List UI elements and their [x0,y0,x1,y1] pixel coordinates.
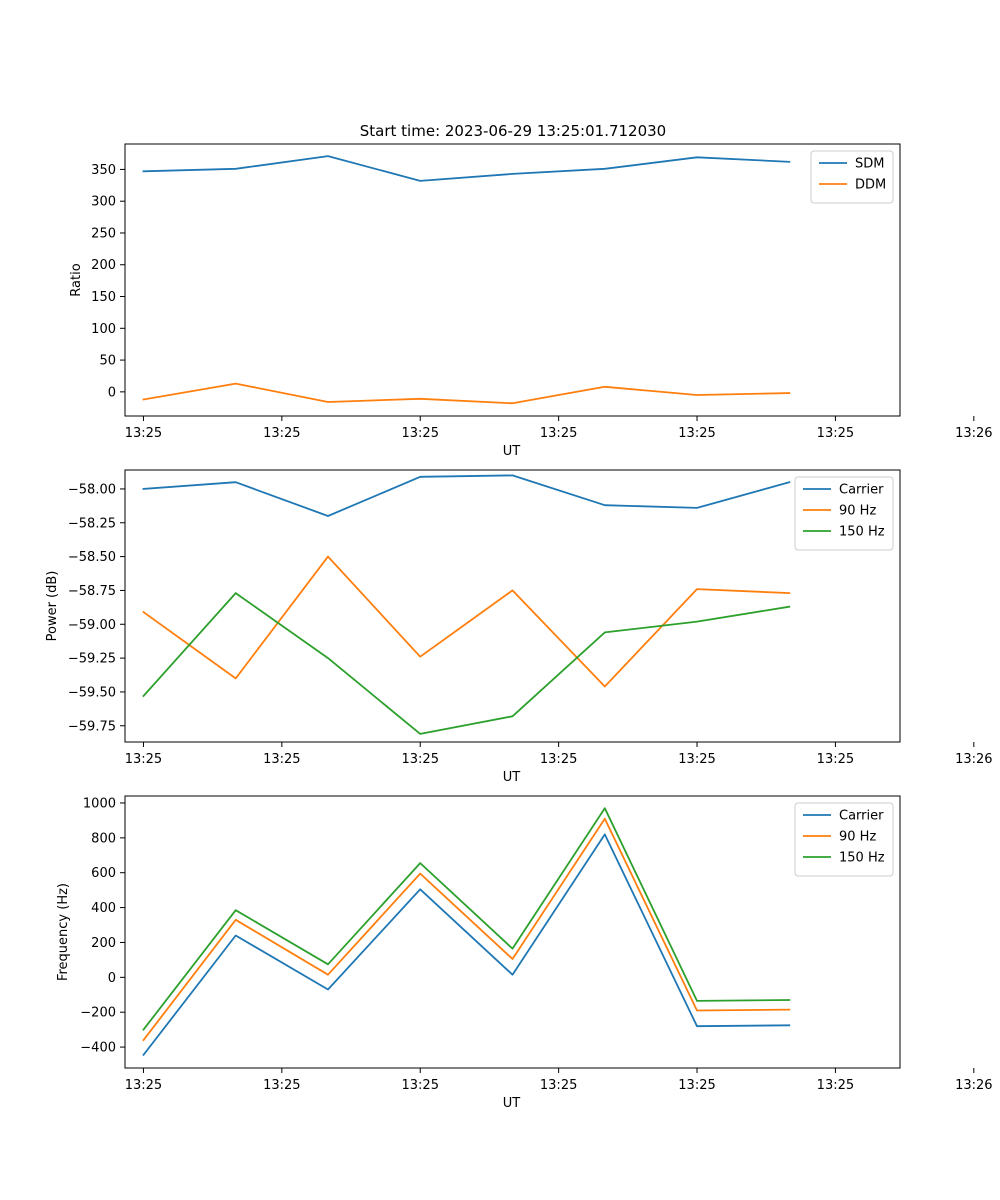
plots: 13:25 13:25 13:25 13:25 13:25 13:25 13:26 0 50 10… [45,143,993,1111]
legend-entry: Carrier [839,483,884,498]
x-tick-label: 13:25 [540,426,577,441]
y-tick-label: 350 [91,163,116,178]
x-tick-label: 13:25 [402,1078,439,1093]
y-tick-label: −58.25 [68,516,116,531]
y-tick-label: −400 [80,1041,116,1056]
y-tick-label: −59.25 [68,652,116,667]
y-tick-label: 250 [91,226,116,241]
y-tick-label: 1000 [83,796,116,811]
x-tick-label: 13:25 [678,1078,715,1093]
x-tick-label: 13:25 [125,752,162,767]
legend-entry: Carrier [839,809,884,824]
x-axis-label: UT [503,444,521,459]
y-tick-label: 100 [91,322,116,337]
x-tick-label: 13:25 [540,752,577,767]
x-tick-label: 13:25 [402,752,439,767]
y-tick-label: −59.00 [68,618,116,633]
x-tick-label: 13:25 [263,1078,300,1093]
legend-entry: 90 Hz [839,830,876,845]
y-tick-label: 150 [91,290,116,305]
legend-entry: SDM [855,157,884,172]
axes-frame [124,143,901,417]
x-axis-label: UT [503,770,521,785]
axes-frame [124,469,901,743]
y-axis-label: Frequency (Hz) [56,883,71,981]
x-axis-label: UT [503,1096,521,1111]
series-line-carrier [142,833,791,1057]
series-line-sdm [142,155,791,182]
y-tick-label: 800 [91,831,116,846]
axes-frame [124,795,901,1069]
legend-box [810,150,894,204]
y-axis-label: Ratio [69,263,84,296]
series-line-90-hz [142,817,791,1042]
x-tick-label: 13:26 [955,426,992,441]
legend: Carrier 90 Hz 150 Hz [794,802,894,877]
y-tick-label: 200 [91,258,116,273]
y-axis-label: Power (dB) [45,571,60,642]
y-tick-label: 300 [91,195,116,210]
series-line-ddm [142,382,791,405]
legend-entry: 150 Hz [839,851,885,866]
y-tick-label: 400 [91,901,116,916]
legend-entry: 150 Hz [839,525,885,540]
x-tick-label: 13:25 [402,426,439,441]
legend-entry: DDM [855,178,886,193]
chart-panel-2: 13:25 13:25 13:25 13:25 13:25 13:25 13:26 −59.7… [45,469,993,785]
x-tick-label: 13:25 [125,1078,162,1093]
y-tick-label: 200 [91,936,116,951]
legend: Carrier 90 Hz 150 Hz [794,476,894,551]
x-tick-label: 13:25 [678,752,715,767]
x-tick-label: 13:26 [955,1078,992,1093]
x-tick-label: 13:25 [263,426,300,441]
y-tick-label: −58.50 [68,550,116,565]
legend-entry: 90 Hz [839,504,876,519]
y-tick-label: 600 [91,866,116,881]
y-tick-label: 50 [99,354,116,369]
x-tick-label: 13:25 [678,426,715,441]
x-tick-label: 13:25 [817,426,854,441]
y-tick-label: 0 [108,971,116,986]
y-tick-label: −59.50 [68,685,116,700]
legend: SDM DDM [810,150,894,204]
x-tick-label: 13:25 [125,426,162,441]
series-line-150-hz [142,592,791,735]
y-tick-label: −59.75 [68,719,116,734]
y-tick-label: −58.00 [68,482,116,497]
x-tick-label: 13:25 [817,752,854,767]
x-tick-label: 13:25 [817,1078,854,1093]
x-tick-label: 13:25 [540,1078,577,1093]
series-line-carrier [142,474,791,517]
series-line-90-hz [142,555,791,688]
x-tick-label: 13:25 [263,752,300,767]
series-line-150-hz [142,807,791,1031]
chart-panel-1: 13:25 13:25 13:25 13:25 13:25 13:25 13:26 0 50 10… [69,143,993,459]
chart-panel-3: 13:25 13:25 13:25 13:25 13:25 13:25 13:26 −400 −… [56,795,993,1111]
y-tick-label: −58.75 [68,584,116,599]
x-tick-label: 13:26 [955,752,992,767]
y-tick-label: 0 [108,385,116,400]
y-tick-label: −200 [80,1006,116,1021]
figure-title: Start time: 2023-06-29 13:25:01.712030 [360,122,666,140]
